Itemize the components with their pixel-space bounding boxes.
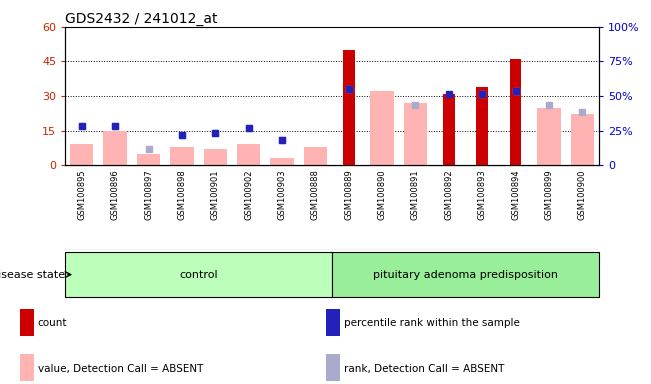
Text: GSM100892: GSM100892 [444, 169, 453, 220]
Text: GSM100901: GSM100901 [211, 169, 220, 220]
Bar [70, 144, 94, 165]
Bar [104, 131, 127, 165]
Text: GSM100891: GSM100891 [411, 169, 420, 220]
Bar [343, 50, 355, 165]
Text: percentile rank within the sample: percentile rank within the sample [344, 318, 519, 328]
Text: control: control [179, 270, 218, 280]
Text: GSM100903: GSM100903 [277, 169, 286, 220]
Bar [443, 94, 454, 165]
Bar [303, 147, 327, 165]
Bar [477, 87, 488, 165]
Text: GSM100898: GSM100898 [177, 169, 186, 220]
Bar [370, 91, 394, 165]
Bar [332, 252, 599, 297]
Bar [404, 103, 427, 165]
Text: GSM100894: GSM100894 [511, 169, 520, 220]
Text: GSM100900: GSM100900 [577, 169, 587, 220]
Bar [326, 309, 340, 336]
Bar [20, 309, 34, 336]
Text: GSM100890: GSM100890 [378, 169, 387, 220]
Bar [65, 252, 332, 297]
Text: GSM100902: GSM100902 [244, 169, 253, 220]
Text: GSM100897: GSM100897 [144, 169, 153, 220]
Bar [20, 354, 34, 381]
Text: GSM100888: GSM100888 [311, 169, 320, 220]
Bar [237, 144, 260, 165]
Bar [510, 59, 521, 165]
Text: GSM100896: GSM100896 [111, 169, 120, 220]
Bar [270, 158, 294, 165]
Text: value, Detection Call = ABSENT: value, Detection Call = ABSENT [38, 364, 203, 374]
Text: GSM100889: GSM100889 [344, 169, 353, 220]
Text: GSM100895: GSM100895 [77, 169, 87, 220]
Text: pituitary adenoma predisposition: pituitary adenoma predisposition [373, 270, 558, 280]
Text: rank, Detection Call = ABSENT: rank, Detection Call = ABSENT [344, 364, 504, 374]
Text: GSM100899: GSM100899 [544, 169, 553, 220]
Bar [204, 149, 227, 165]
Text: disease state: disease state [0, 270, 65, 280]
Bar [137, 154, 160, 165]
Bar [537, 108, 561, 165]
Bar [570, 114, 594, 165]
Bar [170, 147, 193, 165]
Text: GDS2432 / 241012_at: GDS2432 / 241012_at [65, 12, 217, 26]
Text: GSM100893: GSM100893 [478, 169, 487, 220]
Bar [326, 354, 340, 381]
Text: count: count [38, 318, 67, 328]
